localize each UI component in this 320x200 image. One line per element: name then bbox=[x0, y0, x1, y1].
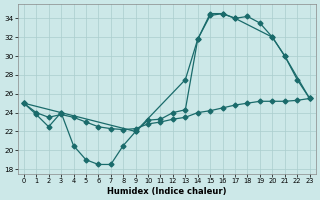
X-axis label: Humidex (Indice chaleur): Humidex (Indice chaleur) bbox=[107, 187, 227, 196]
